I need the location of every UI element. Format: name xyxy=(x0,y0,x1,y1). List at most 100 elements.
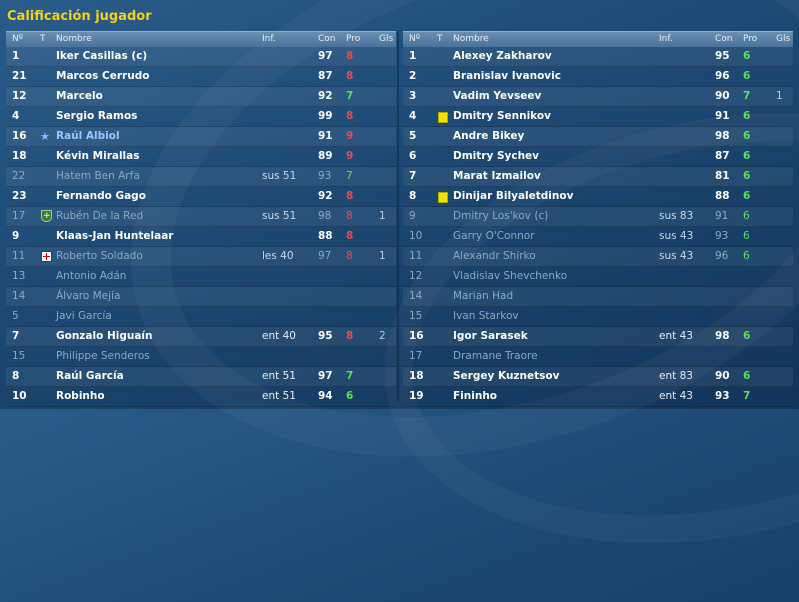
status-cell xyxy=(40,187,52,206)
column-header-t[interactable]: T xyxy=(40,34,46,44)
column-header-con[interactable]: Con xyxy=(318,34,336,44)
player-condition: 90 xyxy=(715,90,730,102)
player-row[interactable]: 18 Sergey Kuznetsov ent 83 90 6 xyxy=(403,367,793,387)
player-number: 15 xyxy=(12,350,26,362)
player-row[interactable]: 2 Branislav Ivanovic 96 6 xyxy=(403,67,793,87)
status-cell xyxy=(40,367,52,386)
status-cell xyxy=(40,327,52,346)
player-condition: 97 xyxy=(318,370,333,382)
player-row[interactable]: 23 Fernando Gago 92 8 xyxy=(6,187,396,207)
column-header-name[interactable]: Nombre xyxy=(56,34,92,44)
status-cell xyxy=(437,187,449,206)
player-condition: 96 xyxy=(715,250,729,262)
player-row[interactable]: 15 Ivan Starkov xyxy=(403,307,793,327)
player-row[interactable]: 7 Marat Izmailov 81 6 xyxy=(403,167,793,187)
status-cell xyxy=(437,327,449,346)
column-header-gls[interactable]: Gls xyxy=(776,34,791,44)
column-header-name[interactable]: Nombre xyxy=(453,34,489,44)
player-rating: 7 xyxy=(743,390,751,402)
column-header-inf[interactable]: Inf. xyxy=(659,34,673,44)
player-rating: 6 xyxy=(743,210,750,222)
status-cell xyxy=(40,347,52,366)
player-row[interactable]: 6 Dmitry Sychev 87 6 xyxy=(403,147,793,167)
player-number: 16 xyxy=(12,130,27,142)
player-influence: ent 51 xyxy=(262,370,296,382)
player-row[interactable]: 3 Vadim Yevseev 90 7 1 xyxy=(403,87,793,107)
player-row[interactable]: 14 Marian Had xyxy=(403,287,793,307)
player-rating: 8 xyxy=(346,110,354,122)
player-row[interactable]: 12 Marcelo 92 7 xyxy=(6,87,396,107)
column-header-gls[interactable]: Gls xyxy=(379,34,394,44)
player-row[interactable]: 8 Raúl García ent 51 97 7 xyxy=(6,367,396,387)
player-condition: 87 xyxy=(318,70,333,82)
player-rating: 6 xyxy=(743,370,751,382)
star-icon: ★ xyxy=(40,130,50,143)
player-name: Roberto Soldado xyxy=(56,250,143,262)
panel-divider xyxy=(397,31,399,401)
player-number: 8 xyxy=(12,370,20,382)
player-row[interactable]: 13 Antonio Adán xyxy=(6,267,396,287)
player-row[interactable]: 5 Andre Bikey 98 6 xyxy=(403,127,793,147)
player-row[interactable]: 4 Sergio Ramos 99 8 xyxy=(6,107,396,127)
player-name: Marian Had xyxy=(453,290,514,302)
player-rating: 7 xyxy=(346,90,354,102)
status-cell xyxy=(437,67,449,86)
player-rating: 6 xyxy=(743,190,751,202)
column-header-t[interactable]: T xyxy=(437,34,443,44)
player-row[interactable]: 22 Hatem Ben Arfa sus 51 93 7 xyxy=(6,167,396,187)
status-cell xyxy=(40,87,52,106)
player-row[interactable]: 19 Fininho ent 43 93 7 xyxy=(403,387,793,407)
column-header-pro[interactable]: Pro xyxy=(743,34,758,44)
status-cell xyxy=(437,107,449,126)
player-name: Andre Bikey xyxy=(453,130,525,142)
player-condition: 88 xyxy=(715,190,730,202)
player-row[interactable]: 21 Marcos Cerrudo 87 8 xyxy=(6,67,396,87)
player-row[interactable]: 8 Dinijar Bilyaletdinov 88 6 xyxy=(403,187,793,207)
player-number: 5 xyxy=(12,310,19,322)
status-cell xyxy=(40,167,52,186)
player-row[interactable]: 4 Dmitry Sennikov 91 6 xyxy=(403,107,793,127)
player-row[interactable]: 18 Kévin Mirallas 89 9 xyxy=(6,147,396,167)
player-list: 1 Iker Casillas (c) 97 8 21 Marcos Cerrudo 87 8… xyxy=(6,47,396,407)
status-cell xyxy=(437,387,449,406)
status-cell xyxy=(437,347,449,366)
column-header-pro[interactable]: Pro xyxy=(346,34,361,44)
player-row[interactable]: 17 Dramane Traore xyxy=(403,347,793,367)
player-influence: ent 43 xyxy=(659,330,693,342)
player-row[interactable]: 11 Alexandr Shirko sus 43 96 6 xyxy=(403,247,793,267)
player-row[interactable]: 16 Igor Sarasek ent 43 98 6 xyxy=(403,327,793,347)
player-row[interactable]: 9 Klaas-Jan Huntelaar 88 8 xyxy=(6,227,396,247)
column-header-inf[interactable]: Inf. xyxy=(262,34,276,44)
status-cell xyxy=(437,307,449,326)
player-condition: 98 xyxy=(715,330,730,342)
player-row[interactable]: 14 Álvaro Mejía xyxy=(6,287,396,307)
player-influence: ent 43 xyxy=(659,390,693,402)
column-header-number[interactable]: Nº xyxy=(409,34,420,44)
player-name: Raúl García xyxy=(56,370,124,382)
player-row[interactable]: 10 Garry O'Connor sus 43 93 6 xyxy=(403,227,793,247)
player-number: 7 xyxy=(409,170,417,182)
column-header-number[interactable]: Nº xyxy=(12,34,23,44)
player-row[interactable]: 10 Robinho ent 51 94 6 xyxy=(6,387,396,407)
player-row[interactable]: 17 Rubén De la Red sus 51 98 8 1 xyxy=(6,207,396,227)
player-row[interactable]: 15 Philippe Senderos xyxy=(6,347,396,367)
player-row[interactable]: 1 Alexey Zakharov 95 6 xyxy=(403,47,793,67)
status-cell xyxy=(437,367,449,386)
player-row[interactable]: 12 Vladislav Shevchenko xyxy=(403,267,793,287)
player-row[interactable]: 5 Javi García xyxy=(6,307,396,327)
column-header-con[interactable]: Con xyxy=(715,34,733,44)
player-name: Marcos Cerrudo xyxy=(56,70,150,82)
player-condition: 87 xyxy=(715,150,730,162)
player-name: Sergey Kuznetsov xyxy=(453,370,560,382)
status-cell xyxy=(437,247,449,266)
player-row[interactable]: 16 ★ Raúl Albiol 91 9 xyxy=(6,127,396,147)
player-row[interactable]: 9 Dmitry Los'kov (c) sus 83 91 6 xyxy=(403,207,793,227)
player-number: 7 xyxy=(12,330,20,342)
player-rating: 6 xyxy=(346,390,354,402)
player-row[interactable]: 1 Iker Casillas (c) 97 8 xyxy=(6,47,396,67)
player-row[interactable]: 11 Roberto Soldado les 40 97 8 1 xyxy=(6,247,396,267)
player-row[interactable]: 7 Gonzalo Higuaín ent 40 95 8 2 xyxy=(6,327,396,347)
player-number: 16 xyxy=(409,330,424,342)
player-rating: 8 xyxy=(346,330,354,342)
player-influence: sus 43 xyxy=(659,250,694,262)
